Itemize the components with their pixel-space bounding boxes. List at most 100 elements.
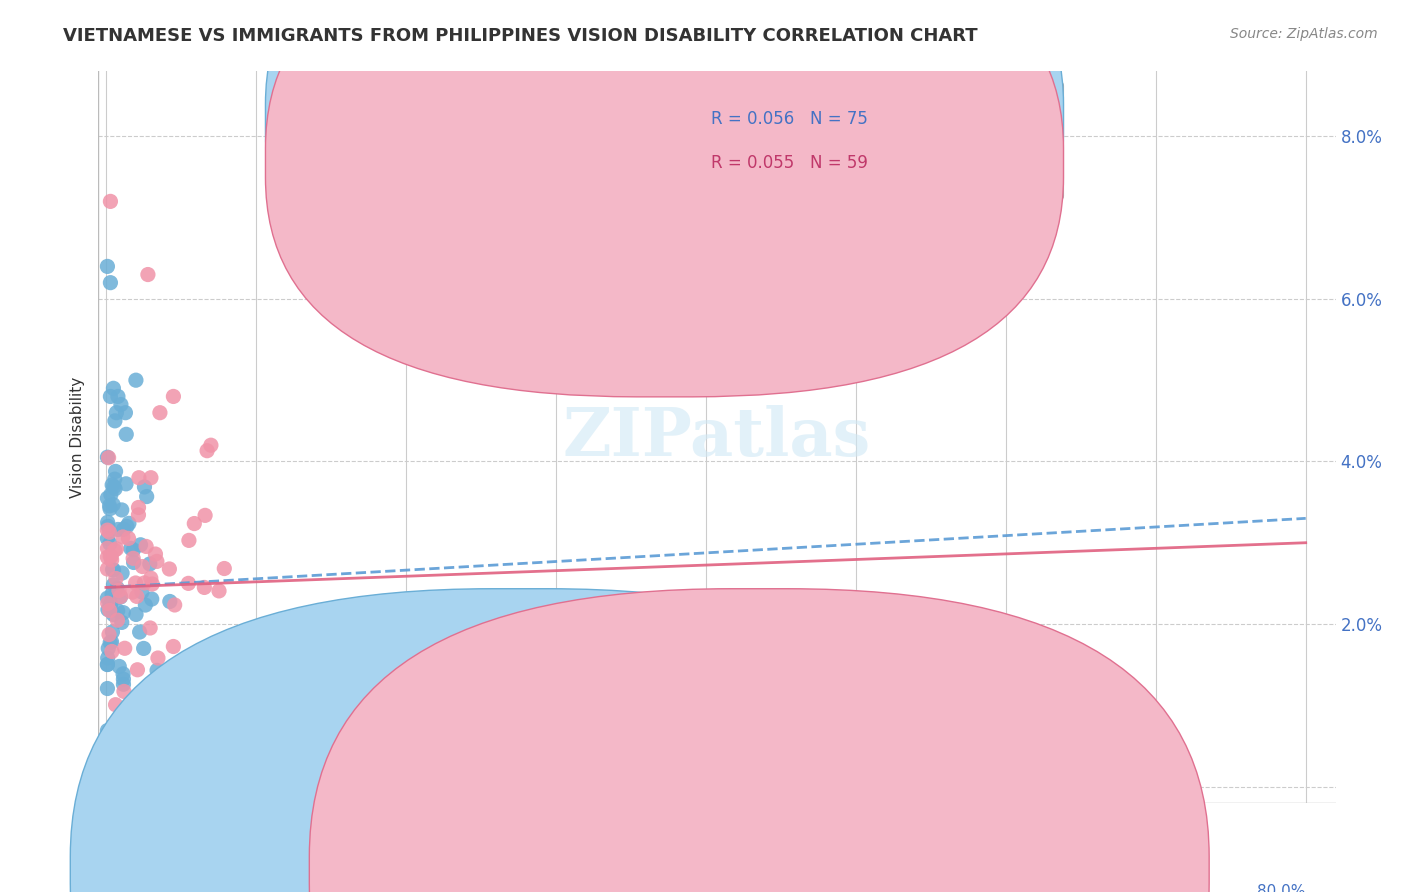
Point (107, 523, 129, 537)
Point (97, 519, 120, 533)
Point (101, 562, 124, 576)
Point (108, 659, 131, 673)
Point (112, 672, 135, 686)
Point (103, 578, 125, 592)
Point (97, 602, 120, 616)
Point (104, 472, 127, 486)
Point (141, 592, 163, 607)
Point (111, 503, 134, 517)
Point (127, 663, 149, 677)
Point (103, 480, 125, 494)
Point (107, 613, 129, 627)
Point (101, 478, 124, 492)
Point (115, 476, 138, 491)
Text: R = 0.056   N = 75: R = 0.056 N = 75 (711, 110, 868, 128)
Point (139, 471, 162, 485)
Point (114, 641, 136, 656)
Point (149, 406, 172, 420)
Point (162, 389, 184, 403)
Point (141, 577, 163, 591)
Point (98, 627, 121, 641)
Point (124, 576, 146, 591)
Point (104, 482, 127, 496)
Point (128, 500, 150, 515)
Point (100, 389, 122, 403)
Point (136, 268, 159, 282)
Point (103, 381, 125, 395)
Point (139, 621, 162, 635)
Point (101, 587, 124, 601)
Point (159, 594, 181, 608)
Point (98, 499, 121, 513)
FancyBboxPatch shape (606, 78, 1063, 203)
Point (98, 599, 121, 613)
Point (183, 516, 205, 531)
Point (100, 596, 122, 610)
Point (162, 640, 184, 654)
Point (97, 641, 120, 656)
Point (101, 624, 124, 639)
Point (96, 541, 118, 556)
Point (98, 635, 121, 649)
Point (139, 557, 162, 571)
Point (194, 508, 217, 523)
Point (107, 604, 129, 618)
Point (114, 406, 136, 420)
Point (98, 603, 121, 617)
Point (100, 553, 122, 567)
Point (96, 532, 118, 546)
Point (122, 551, 145, 566)
Point (200, 438, 222, 452)
Point (121, 585, 143, 599)
Y-axis label: Vision Disability: Vision Disability (69, 376, 84, 498)
Point (193, 581, 215, 595)
Point (101, 644, 124, 658)
Point (96, 491, 118, 506)
Point (112, 677, 135, 691)
Text: VIETNAMESE VS IMMIGRANTS FROM PHILIPPINES VISION DISABILITY CORRELATION CHART: VIETNAMESE VS IMMIGRANTS FROM PHILIPPINE… (63, 27, 979, 45)
Text: Source: ZipAtlas.com: Source: ZipAtlas.com (1230, 27, 1378, 41)
Point (131, 585, 153, 599)
Point (100, 549, 122, 564)
Point (110, 398, 132, 412)
Point (104, 698, 127, 712)
Point (1115, 714, 1137, 729)
Point (100, 276, 122, 290)
Point (146, 554, 169, 568)
Point (112, 606, 135, 620)
FancyBboxPatch shape (266, 0, 1063, 397)
Point (96, 591, 118, 606)
Point (134, 576, 156, 591)
Point (104, 572, 127, 586)
Point (122, 543, 145, 558)
Point (98, 549, 121, 563)
Point (177, 533, 200, 548)
Point (122, 556, 145, 570)
Point (96, 450, 118, 465)
Point (110, 590, 132, 604)
Point (103, 607, 125, 622)
Point (118, 516, 141, 531)
Point (128, 625, 150, 640)
Point (105, 406, 128, 420)
Point (107, 389, 129, 403)
Point (98, 525, 121, 540)
Point (195, 443, 218, 458)
Point (145, 547, 167, 561)
Point (96, 723, 118, 738)
Point (111, 530, 134, 544)
Point (117, 532, 139, 546)
Point (96, 681, 118, 696)
Point (120, 541, 142, 556)
Point (100, 635, 122, 649)
Point (128, 471, 150, 485)
Point (111, 615, 134, 630)
Point (104, 414, 127, 428)
Point (112, 523, 135, 537)
Point (127, 508, 149, 522)
Point (125, 607, 148, 622)
Point (115, 519, 138, 533)
Point (100, 488, 122, 502)
Point (103, 563, 125, 577)
Point (135, 540, 157, 554)
